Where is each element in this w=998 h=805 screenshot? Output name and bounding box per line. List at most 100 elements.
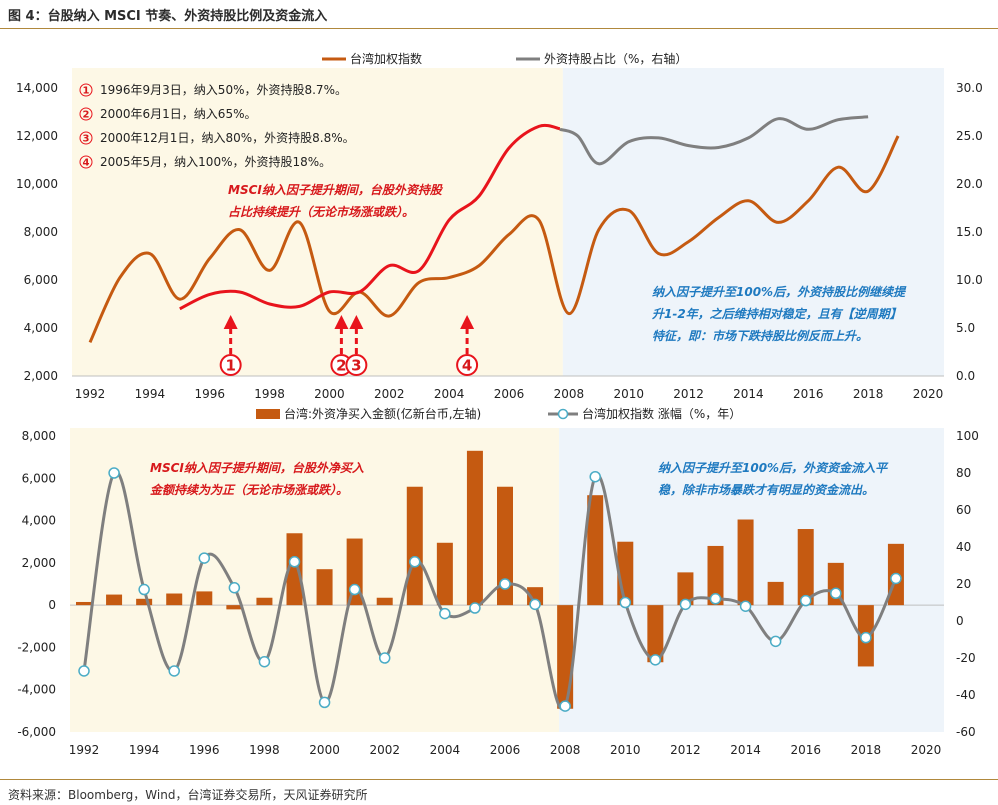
point	[288, 556, 301, 568]
y-left-tick-label: -2,000	[17, 640, 56, 654]
point	[890, 572, 902, 585]
event-circle-number: 4	[462, 357, 472, 375]
x-tick-label: 2000	[314, 387, 345, 400]
chart-bottom: 1992 1994 1996 1998 2000 2002 2004 2006 2008 2010…	[17, 406, 979, 757]
legend-label-bar: 台湾:外资净买入金额(亿新台币,左轴)	[284, 406, 481, 421]
y-right-tick-label: -20	[956, 651, 976, 665]
figure-source: 资料来源：Bloomberg，Wind，台湾证券交易所，天风证券研究所	[8, 788, 368, 802]
event-marker-ring	[79, 131, 93, 145]
event-text: 2000年12月1日，纳入80%，外资持股8.8%。	[100, 130, 355, 145]
point	[439, 607, 451, 620]
bar	[226, 605, 243, 610]
point	[138, 583, 150, 596]
point	[709, 593, 722, 605]
legend-swatch-bar	[256, 409, 280, 419]
y-left-tick-label: 2,000	[22, 556, 56, 570]
event-arrow-head	[460, 315, 475, 329]
event-marker-number: 3	[83, 134, 90, 145]
y-right-tick-label: 30.0	[956, 81, 983, 95]
bar	[587, 495, 604, 606]
x-tick-label: 1992	[75, 387, 106, 400]
point	[739, 600, 752, 612]
shaded-region-left	[72, 68, 563, 376]
point	[168, 665, 180, 677]
x-tick-label: 2012	[673, 387, 704, 400]
event-circle-number: 1	[225, 357, 235, 375]
bar	[286, 533, 303, 606]
x-tick-label: 2010	[613, 387, 644, 400]
y-right-tick-label: 10.0	[956, 273, 983, 287]
bar	[316, 569, 333, 606]
bar	[767, 581, 784, 606]
point	[830, 587, 842, 599]
y-left-tick-label: 8,000	[22, 429, 56, 443]
x-tick-label: 2002	[374, 387, 405, 400]
y-left-tick-label: 6,000	[24, 273, 58, 287]
legend-label-index: 台湾加权指数	[350, 51, 422, 66]
annotation-left: MSCI纳入因子提升期间，台股外净买入	[150, 461, 364, 475]
bar	[256, 597, 273, 606]
y-left-tick-label: 4,000	[24, 321, 58, 335]
bar	[166, 593, 183, 606]
event-circle	[345, 354, 368, 376]
point	[378, 652, 391, 664]
point	[258, 655, 271, 668]
y-left-tick-label: -6,000	[17, 725, 56, 739]
x-tick-label: 2008	[550, 743, 581, 757]
x-tick-label: 1998	[249, 743, 280, 757]
point	[409, 556, 421, 568]
y-right-tick-label: 0.0	[956, 369, 975, 383]
bar	[406, 486, 423, 606]
y-right-tick-label: 60	[956, 503, 971, 517]
event-marker-ring	[79, 83, 93, 97]
point	[860, 631, 872, 644]
event-circle	[219, 354, 242, 376]
series-line-yoy	[82, 470, 898, 711]
legend-label-foreign: 外资持股占比（%，右轴）	[544, 51, 687, 66]
point	[348, 583, 361, 596]
event-arrow-head	[334, 315, 349, 329]
y-left-tick-label: -4,000	[17, 683, 56, 697]
x-tick-label: 2020	[913, 387, 944, 400]
event-text: 2005年5月，纳入100%，外资持股18%。	[100, 154, 331, 169]
point	[529, 598, 541, 611]
x-tick-label: 2014	[733, 387, 764, 400]
x-tick-label: 1992	[69, 743, 100, 757]
point	[589, 470, 601, 483]
y-left-tick-label: 0	[48, 598, 56, 612]
y-left-tick-label: 8,000	[24, 225, 58, 239]
bar	[707, 545, 724, 606]
point	[559, 700, 571, 712]
bar	[466, 450, 483, 606]
bar	[376, 597, 393, 606]
y-right-tick-label: 20	[956, 577, 971, 591]
y-right-tick-label: -60	[956, 725, 976, 739]
point	[799, 594, 812, 607]
y-right-tick-label: 15.0	[956, 225, 983, 239]
y-left-tick-label: 2,000	[24, 369, 58, 383]
event-marker-number: 1	[83, 86, 90, 97]
event-text: 1996年9月3日，纳入50%，外资持股8.7%。	[100, 82, 347, 97]
series-line-highlight	[179, 123, 561, 311]
figure-title: 图 4：台股纳入 MSCI 节奏、外资持股比例及资金流入	[8, 9, 328, 24]
point	[78, 665, 90, 677]
bar	[557, 605, 574, 709]
bar	[677, 572, 694, 606]
bottom-rule	[0, 779, 998, 780]
point	[679, 598, 692, 611]
x-tick-label: 2006	[494, 387, 525, 400]
x-tick-label: 2008	[554, 387, 585, 400]
annotation-left: 金额持续为为正（无论市场涨或跌）。	[150, 483, 348, 497]
x-tick-label: 2004	[430, 743, 461, 757]
point	[769, 635, 782, 648]
y-left-tick-label: 4,000	[22, 514, 56, 528]
x-tick-label: 1994	[129, 743, 160, 757]
x-tick-label: 2016	[793, 387, 824, 400]
bar	[106, 594, 123, 606]
event-circle	[456, 354, 479, 376]
annotation-right: 纳入因子提升至100%后，外资资金流入平	[658, 461, 889, 475]
y-right-tick-label: 40	[956, 540, 971, 554]
event-text: 2000年6月1日，纳入65%。	[100, 107, 256, 121]
x-tick-label: 2002	[369, 743, 400, 757]
top-rule	[0, 28, 998, 29]
